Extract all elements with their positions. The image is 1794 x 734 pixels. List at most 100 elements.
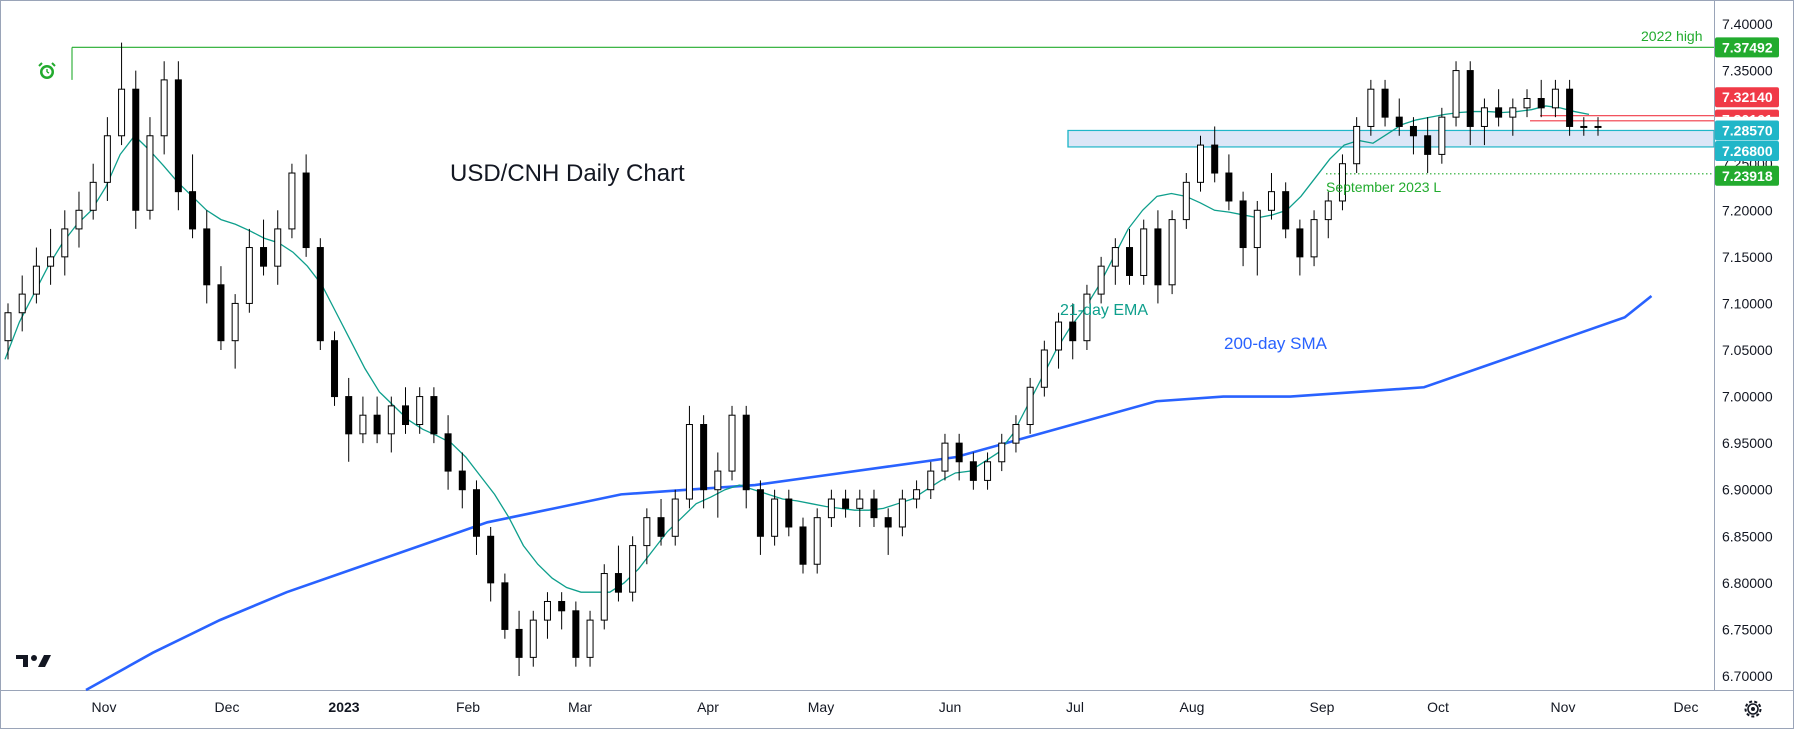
x-tick-label: May: [808, 699, 834, 715]
candle-body: [785, 498, 793, 528]
candle-body: [458, 470, 466, 491]
candle-body: [501, 582, 509, 630]
candle-body: [742, 414, 750, 491]
candle-body: [1012, 424, 1020, 444]
candles-layer: [4, 42, 1602, 676]
candle-body: [1211, 144, 1219, 174]
candle-body: [345, 396, 353, 435]
candle-body: [47, 256, 55, 267]
candle-body: [1140, 228, 1148, 276]
candle-body: [629, 545, 637, 593]
candle-body: [1225, 172, 1233, 202]
candle-body: [260, 247, 268, 267]
candle-body: [685, 424, 693, 500]
candle-body: [700, 424, 708, 491]
candle-body: [558, 600, 566, 612]
candle-body: [813, 517, 821, 565]
price-label-box: [1715, 120, 1779, 141]
support-zone-layer: [1067, 129, 1715, 148]
candle-body: [529, 619, 537, 658]
time-axis-frame: [0, 690, 1794, 729]
candle-body: [288, 172, 296, 230]
candle-body: [1197, 144, 1204, 183]
candle-body: [61, 228, 69, 258]
price-label-text: 7.28570: [1722, 122, 1773, 138]
candle-body: [998, 442, 1006, 463]
candle-body: [472, 489, 480, 537]
x-tick-label: Nov: [92, 699, 117, 715]
high-level-label: 2022 high: [1641, 28, 1703, 44]
candle-body: [941, 442, 949, 472]
candle-body: [1324, 200, 1332, 221]
alarm-clock-icon[interactable]: [38, 62, 56, 79]
candle-body: [274, 228, 282, 267]
candle-body: [600, 573, 608, 621]
settings-gear-icon[interactable]: [1744, 700, 1762, 718]
price-label-box: [1715, 140, 1779, 161]
candle-body: [586, 619, 594, 658]
september-low-label: September 2023 L: [1326, 179, 1441, 195]
candle-body: [714, 470, 722, 491]
candle-body: [146, 135, 154, 211]
candle-body: [984, 461, 992, 481]
candle-body: [1523, 98, 1531, 109]
x-tick-label: Jun: [939, 699, 962, 715]
candle-body: [18, 293, 26, 314]
candle-body: [1338, 163, 1346, 202]
price-label-box: [1715, 165, 1779, 186]
price-label-text: 7.32140: [1722, 89, 1773, 105]
candle-body: [1111, 247, 1119, 267]
y-tick-label: 6.90000: [1722, 482, 1773, 498]
x-tick-label: Oct: [1427, 699, 1449, 715]
candle-body: [416, 396, 424, 426]
y-tick-label: 6.85000: [1722, 528, 1773, 544]
candle-body: [430, 396, 438, 435]
candle-body: [1055, 321, 1063, 351]
x-tick-label: 2023: [328, 699, 359, 715]
candle-body: [1182, 181, 1190, 221]
candle-body: [359, 414, 367, 435]
sma-label: 200-day SMA: [1224, 334, 1328, 353]
candle-body: [515, 628, 523, 658]
y-tick-label: 7.40000: [1722, 16, 1773, 32]
x-tick-label: Dec: [1674, 699, 1699, 715]
time-axis-labels: Nov Dec 2023 Feb Mar Apr May Jun Jul Aug Sep Oct Nov…: [92, 699, 1699, 715]
candle-body: [1424, 135, 1432, 155]
candle-body: [955, 442, 963, 463]
candle-body: [1551, 88, 1559, 109]
candle-body: [1395, 116, 1403, 127]
candle-body: [728, 414, 736, 472]
candle-body: [827, 498, 835, 519]
candle-body: [387, 405, 395, 435]
x-tick-label: Nov: [1551, 699, 1576, 715]
tradingview-logo-icon[interactable]: [16, 655, 51, 667]
y-tick-label: 7.05000: [1722, 342, 1773, 358]
candle-body: [842, 498, 850, 509]
x-tick-label: Mar: [568, 699, 592, 715]
candle-body: [671, 498, 679, 537]
candle-body: [1026, 386, 1034, 426]
candle-body: [927, 470, 935, 491]
sma200-line: [85, 294, 1653, 692]
y-tick-label: 7.00000: [1722, 389, 1773, 405]
candle-body: [189, 191, 197, 230]
candle-body: [32, 265, 40, 295]
candle-body: [756, 489, 764, 537]
candle-body: [89, 181, 97, 211]
candle-body: [203, 228, 211, 286]
candle-body: [913, 489, 921, 500]
y-tick-label: 6.70000: [1722, 668, 1773, 684]
price-labels-layer: 7.374927.321407.301617.296077.285707.268…: [1715, 37, 1793, 186]
candle-body: [870, 498, 878, 519]
candle-body: [1282, 191, 1290, 230]
sma-layer: [85, 294, 1653, 692]
candle-body: [572, 610, 580, 658]
candle-body: [884, 517, 892, 528]
candle-body: [160, 79, 168, 137]
candle-body: [174, 79, 182, 193]
candle-body: [1126, 247, 1134, 276]
y-tick-label: 6.75000: [1722, 621, 1773, 637]
candle-body: [657, 517, 665, 537]
